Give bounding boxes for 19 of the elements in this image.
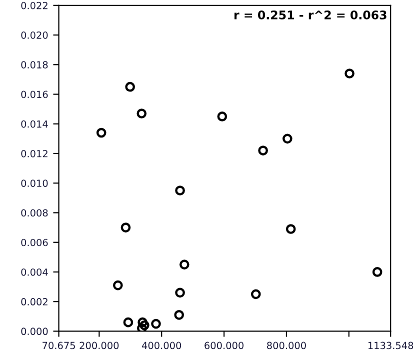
annotation: r = 0.251 - r^2 = 0.063: [234, 10, 386, 20]
y-tick-label: 0.018: [21, 61, 48, 68]
y-tick-label: 0.012: [21, 150, 48, 158]
y-tick-label: 0.000: [21, 328, 48, 336]
y-tick-label: 0.008: [21, 209, 48, 217]
y-tick-label: 0.016: [21, 90, 48, 98]
x-tick-label: 600.000: [204, 342, 244, 350]
x-tick-label: 70.675: [42, 342, 75, 350]
y-tick-label: 0.020: [21, 31, 48, 39]
x-tick-label: 200.000: [80, 342, 119, 350]
x-tick-label: 1133.548: [368, 342, 414, 350]
x-tick-label: 400.000: [142, 342, 182, 350]
y-tick-label: 0.022: [21, 2, 48, 10]
y-tick-label: 0.004: [21, 268, 48, 276]
x-tick-label: 800.000: [267, 342, 306, 350]
y-tick-label: 0.006: [21, 238, 48, 246]
y-tick-label: 0.010: [21, 180, 48, 187]
y-tick-label: 0.014: [21, 120, 48, 128]
y-tick-label: 0.002: [21, 298, 48, 306]
